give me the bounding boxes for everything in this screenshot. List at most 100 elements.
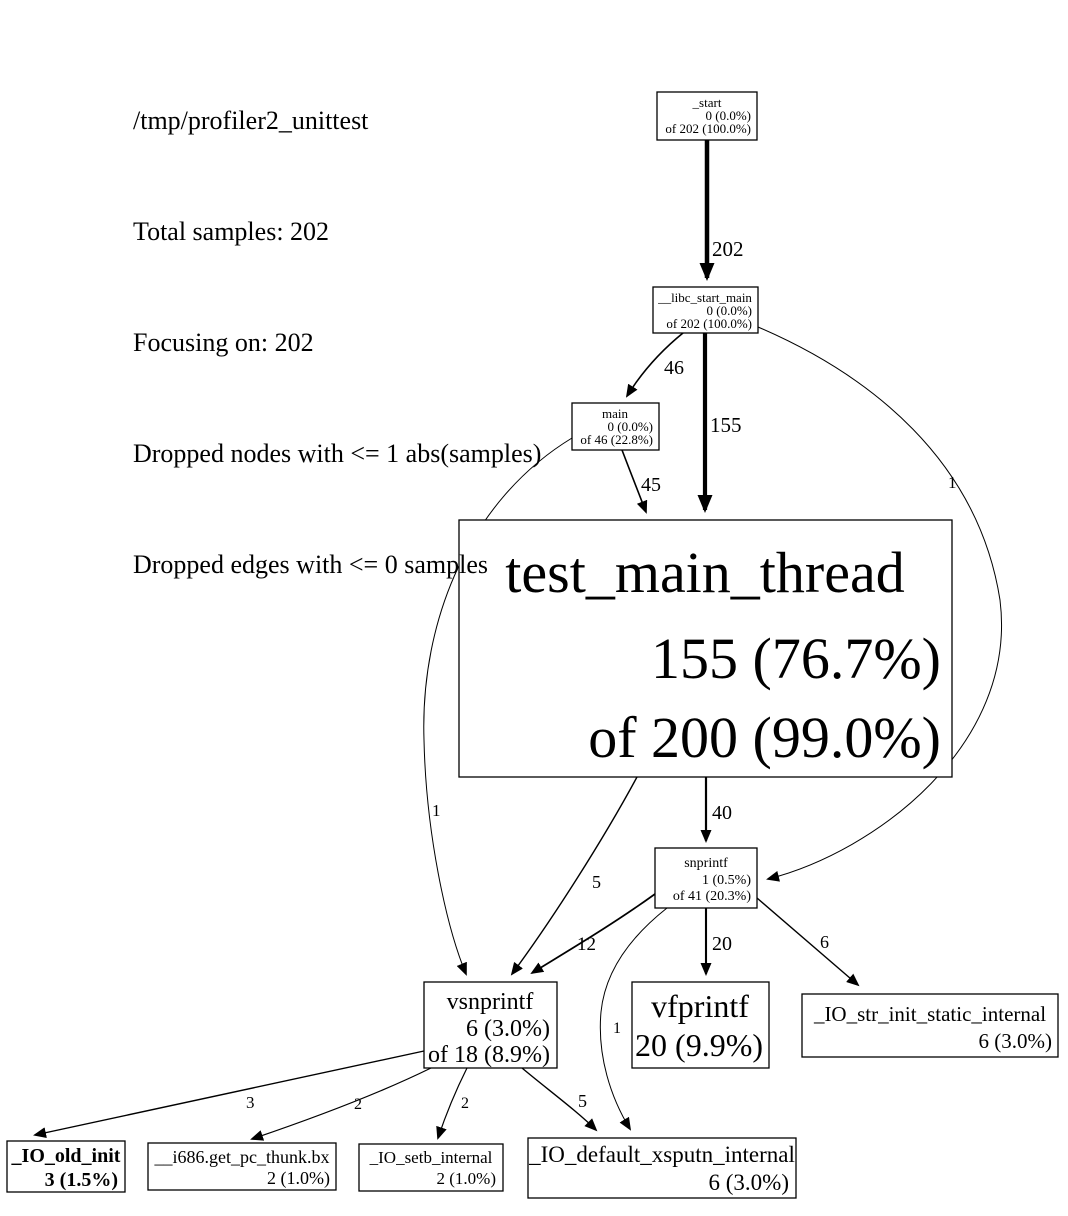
- node-label-cum: of 46 (22.8%): [580, 432, 653, 447]
- node-label-flat: 155 (76.7%): [651, 626, 941, 691]
- node-label-cum: of 200 (99.0%): [588, 705, 941, 770]
- node-label-flat: 6 (3.0%): [709, 1170, 789, 1195]
- node-label-name: _start: [692, 95, 722, 110]
- node-label-flat: 2 (1.0%): [437, 1169, 496, 1188]
- edge-line: [423, 437, 573, 976]
- node-label-flat: 1 (0.5%): [702, 873, 751, 888]
- dropped-edges-note: Dropped edges with <= 0 samples: [133, 550, 488, 579]
- node-box: [458, 519, 953, 778]
- node-label-flat: 0 (0.0%): [706, 108, 752, 123]
- edge-label: 12: [577, 934, 596, 955]
- edge-snprintf-to-vsnprintf: 12: [530, 893, 656, 975]
- node-label-cum: of 41 (20.3%): [673, 889, 751, 904]
- edge-line: [625, 332, 684, 398]
- node-label-name: vsnprintf: [447, 989, 534, 1015]
- node-label-flat: 0 (0.0%): [707, 303, 753, 318]
- node-i686-get-pc-thunk: __i686.get_pc_thunk.bx 2 (1.0%): [147, 1142, 337, 1191]
- edge-vsnprintf-to-io-old-init: 3: [33, 1050, 425, 1139]
- node-label-name: _IO_default_xsputn_internal: [528, 1142, 795, 1167]
- node-label-name: snprintf: [684, 856, 728, 871]
- node-box: [6, 1140, 126, 1193]
- edge-snprintf-to-vfprintf: 20: [700, 908, 732, 976]
- edge-libc-to-snprintf: 1: [757, 326, 1002, 882]
- node-box: [147, 1142, 337, 1191]
- node-box: [423, 981, 558, 1069]
- node-label-name: _IO_str_init_static_internal: [813, 1002, 1046, 1026]
- node-label-name: __i686.get_pc_thunk.bx: [154, 1147, 330, 1167]
- edge-main-to-test-main-thread: 45: [621, 449, 661, 514]
- node-main: main 0 (0.0%) of 46 (22.8%): [571, 402, 660, 451]
- edge-label: 2: [461, 1095, 469, 1112]
- node-vfprintf: vfprintf 20 (9.9%): [631, 981, 770, 1069]
- node-box: [801, 993, 1059, 1058]
- node-box: [358, 1143, 504, 1192]
- edge-line: [621, 449, 648, 514]
- edge-test-main-thread-to-snprintf: 40: [700, 777, 732, 843]
- node-label-name: __libc_start_main: [657, 290, 752, 305]
- graph-header: /tmp/profiler2_unittest Total samples: 2…: [133, 28, 541, 657]
- node-box: [571, 402, 660, 451]
- edge-label: 5: [578, 1091, 587, 1111]
- node-vsnprintf: vsnprintf 6 (3.0%) of 18 (8.9%): [423, 981, 558, 1069]
- node-start: _start 0 (0.0%) of 202 (100.0%): [656, 91, 758, 141]
- edge-label: 20: [712, 933, 732, 955]
- node-label-flat: 2 (1.0%): [267, 1168, 330, 1189]
- node-label-name: _IO_old_init: [11, 1145, 121, 1167]
- node-label-cum: of 18 (8.9%): [428, 1042, 550, 1068]
- node-label-name: main: [602, 406, 628, 421]
- node-label-cum: of 202 (100.0%): [666, 316, 752, 331]
- edge-label: 45: [641, 474, 661, 496]
- edge-line: [250, 1067, 432, 1141]
- node-label-name: test_main_thread: [505, 540, 904, 605]
- node-box: [631, 981, 770, 1069]
- node-box: [656, 91, 758, 141]
- node-label-name: _IO_setb_internal: [369, 1148, 493, 1167]
- edge-snprintf-to-io-str-init-static-internal: 6: [756, 897, 860, 987]
- focusing-on: Focusing on: 202: [133, 328, 314, 357]
- edge-line: [530, 893, 656, 975]
- node-snprintf: snprintf 1 (0.5%) of 41 (20.3%): [654, 847, 758, 909]
- node-label-flat: 6 (3.0%): [979, 1029, 1052, 1053]
- node-io-old-init: _IO_old_init 3 (1.5%): [6, 1140, 126, 1193]
- node-label-cum: of 202 (100.0%): [665, 121, 751, 136]
- edge-label: 1: [432, 801, 441, 820]
- edge-label: 2: [354, 1096, 362, 1113]
- node-label-flat: 0 (0.0%): [608, 419, 654, 434]
- edge-label: 1: [613, 1020, 621, 1037]
- edge-label: 46: [664, 357, 684, 379]
- edge-label: 3: [246, 1093, 255, 1112]
- edge-vsnprintf-to-i686-get-pc-thunk: 2: [250, 1067, 432, 1141]
- edge-label: 6: [820, 932, 829, 952]
- edge-line: [33, 1050, 425, 1139]
- edge-test-main-thread-to-vsnprintf: 5: [510, 776, 638, 976]
- edge-label: 202: [712, 237, 744, 261]
- dropped-nodes-note: Dropped nodes with <= 1 abs(samples): [133, 439, 542, 468]
- edge-line: [436, 1067, 468, 1140]
- node-io-str-init-static-internal: _IO_str_init_static_internal 6 (3.0%): [801, 993, 1059, 1058]
- edge-libc-to-main: 46: [625, 332, 684, 398]
- edge-vsnprintf-to-io-default-xsputn-internal: 5: [521, 1067, 598, 1132]
- node-label-flat: 6 (3.0%): [466, 1016, 550, 1042]
- edge-line: [757, 326, 1002, 882]
- edge-snprintf-to-io-default-xsputn-internal: 1: [599, 907, 668, 1131]
- node-box: [652, 286, 759, 334]
- edge-line: [521, 1067, 598, 1132]
- node-box: [654, 847, 758, 909]
- edge-line: [756, 897, 860, 987]
- edge-label: 1: [948, 473, 957, 492]
- total-samples: Total samples: 202: [133, 217, 330, 246]
- node-label-flat: 20 (9.9%): [635, 1027, 763, 1063]
- node-io-setb-internal: _IO_setb_internal 2 (1.0%): [358, 1143, 504, 1192]
- edge-line: [599, 907, 668, 1131]
- node-libc-start-main: __libc_start_main 0 (0.0%) of 202 (100.0…: [652, 286, 759, 334]
- edge-label: 5: [592, 872, 601, 892]
- node-io-default-xsputn-internal: _IO_default_xsputn_internal 6 (3.0%): [527, 1137, 797, 1199]
- edge-label: 155: [710, 413, 742, 437]
- edge-main-to-vsnprintf: 1: [423, 437, 573, 976]
- binary-path: /tmp/profiler2_unittest: [133, 106, 369, 135]
- edge-label: 40: [712, 802, 732, 824]
- edge-libc-to-test-main-thread: 155: [697, 333, 742, 513]
- edge-line: [510, 776, 638, 976]
